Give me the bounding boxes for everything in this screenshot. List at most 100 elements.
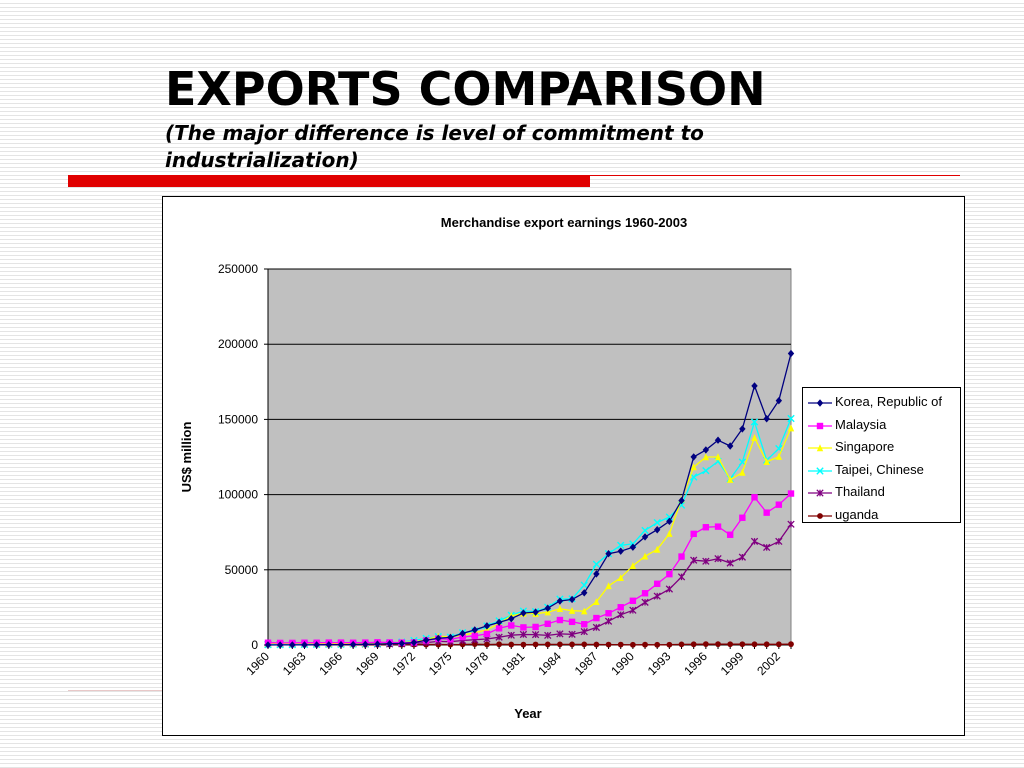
data-point-malaysia	[763, 509, 770, 516]
data-point-uganda	[763, 641, 770, 648]
data-point-thailand	[592, 623, 601, 632]
x-tick-label: 1987	[572, 649, 601, 678]
data-point-thailand	[726, 559, 734, 567]
legend-label: Singapore	[835, 439, 895, 454]
data-point-taipei-chinese	[580, 581, 588, 589]
data-point-taipei-chinese	[665, 513, 674, 521]
x-tick-label: 1990	[608, 649, 637, 678]
data-point-thailand	[787, 520, 795, 528]
data-point-thailand	[641, 598, 649, 606]
data-point-singapore	[763, 458, 770, 466]
legend-item-korea-republic-of: Korea, Republic of	[807, 392, 959, 414]
x-tick-label: 1966	[316, 649, 345, 678]
data-point-malaysia	[593, 614, 600, 622]
data-point-uganda	[544, 641, 551, 648]
data-point-uganda	[666, 641, 673, 648]
y-tick-label: 100000	[218, 488, 258, 502]
data-point-malaysia	[787, 490, 795, 497]
legend-item-thailand: Thailand	[807, 482, 959, 504]
data-point-korea-republic-of	[362, 640, 369, 649]
data-point-uganda	[642, 641, 648, 648]
data-point-singapore	[544, 608, 551, 616]
data-point-thailand	[629, 606, 637, 614]
data-point-malaysia	[775, 501, 783, 508]
y-tick-label: 50000	[225, 563, 259, 577]
legend-marker	[816, 489, 824, 497]
data-point-taipei-chinese	[592, 560, 601, 568]
data-point-uganda	[459, 641, 466, 648]
data-point-thailand	[604, 617, 613, 625]
x-tick-label: 1996	[681, 649, 710, 678]
data-point-uganda	[508, 641, 515, 648]
data-point-taipei-chinese	[787, 414, 795, 423]
data-point-uganda	[690, 641, 697, 648]
data-point-singapore	[775, 452, 783, 460]
data-point-malaysia	[751, 494, 758, 501]
data-point-taipei-chinese	[750, 418, 759, 426]
data-point-singapore	[641, 552, 649, 560]
data-point-singapore	[714, 453, 722, 461]
data-point-malaysia	[726, 531, 734, 538]
data-point-thailand	[544, 631, 552, 640]
data-point-korea-republic-of	[325, 641, 333, 649]
data-point-singapore	[751, 434, 758, 441]
data-point-thailand	[507, 631, 515, 639]
data-point-korea-republic-of	[337, 640, 345, 649]
data-point-thailand	[738, 553, 747, 561]
data-point-uganda	[617, 641, 624, 648]
legend-item-singapore: Singapore	[807, 437, 959, 459]
x-tick-label: 1984	[535, 649, 564, 678]
legend-marker	[816, 466, 824, 475]
data-point-thailand	[714, 555, 722, 563]
data-point-malaysia	[654, 580, 661, 587]
y-tick-label: 250000	[218, 262, 258, 276]
data-point-thailand	[665, 585, 674, 593]
y-axis-label: US$ million	[179, 422, 194, 493]
data-point-uganda	[702, 641, 709, 648]
data-point-thailand	[531, 630, 540, 639]
plot-area	[267, 268, 792, 646]
chart-frame: 0 50000 100000 150000 200000 250000 1960 1963 19…	[162, 196, 965, 736]
data-point-singapore	[739, 468, 746, 476]
data-point-uganda	[484, 641, 490, 648]
data-point-korea-republic-of	[641, 533, 649, 541]
data-point-uganda	[496, 641, 502, 648]
x-tick-label: 1972	[389, 649, 418, 678]
legend-swatch	[808, 489, 832, 497]
legend-swatch	[808, 512, 832, 519]
data-point-korea-republic-of	[556, 597, 564, 605]
legend-marker	[817, 512, 823, 519]
data-point-uganda	[739, 641, 746, 648]
data-point-uganda	[532, 641, 539, 648]
data-point-korea-republic-of	[751, 382, 758, 390]
data-point-thailand	[677, 573, 686, 581]
data-point-malaysia	[714, 523, 722, 530]
data-point-thailand	[617, 611, 625, 619]
data-point-uganda	[654, 641, 661, 648]
data-point-malaysia	[483, 630, 491, 638]
legend-item-malaysia: Malaysia	[807, 415, 959, 437]
x-tick-label: 2002	[754, 649, 783, 678]
x-tick-label: 1975	[426, 649, 455, 678]
data-point-uganda	[678, 641, 685, 648]
data-point-taipei-chinese	[738, 458, 747, 466]
legend-swatch	[808, 422, 832, 429]
x-tick-label: 1960	[243, 649, 272, 678]
decorative-line	[68, 690, 163, 691]
data-point-thailand	[580, 627, 588, 636]
data-point-uganda	[593, 641, 600, 648]
slide-title: EXPORTS COMPARISON	[165, 62, 766, 116]
data-point-singapore	[666, 530, 673, 537]
data-point-uganda	[557, 641, 563, 648]
data-point-korea-republic-of	[763, 415, 770, 423]
data-point-thailand	[690, 556, 698, 564]
data-point-taipei-chinese	[641, 526, 649, 535]
x-tick-label: 1969	[353, 649, 382, 678]
data-point-malaysia	[508, 622, 515, 629]
data-point-korea-republic-of	[714, 436, 722, 444]
data-point-taipei-chinese	[617, 541, 625, 549]
data-point-korea-republic-of	[447, 633, 454, 642]
data-point-korea-republic-of	[739, 425, 746, 433]
x-axis-label: Year	[514, 706, 541, 721]
